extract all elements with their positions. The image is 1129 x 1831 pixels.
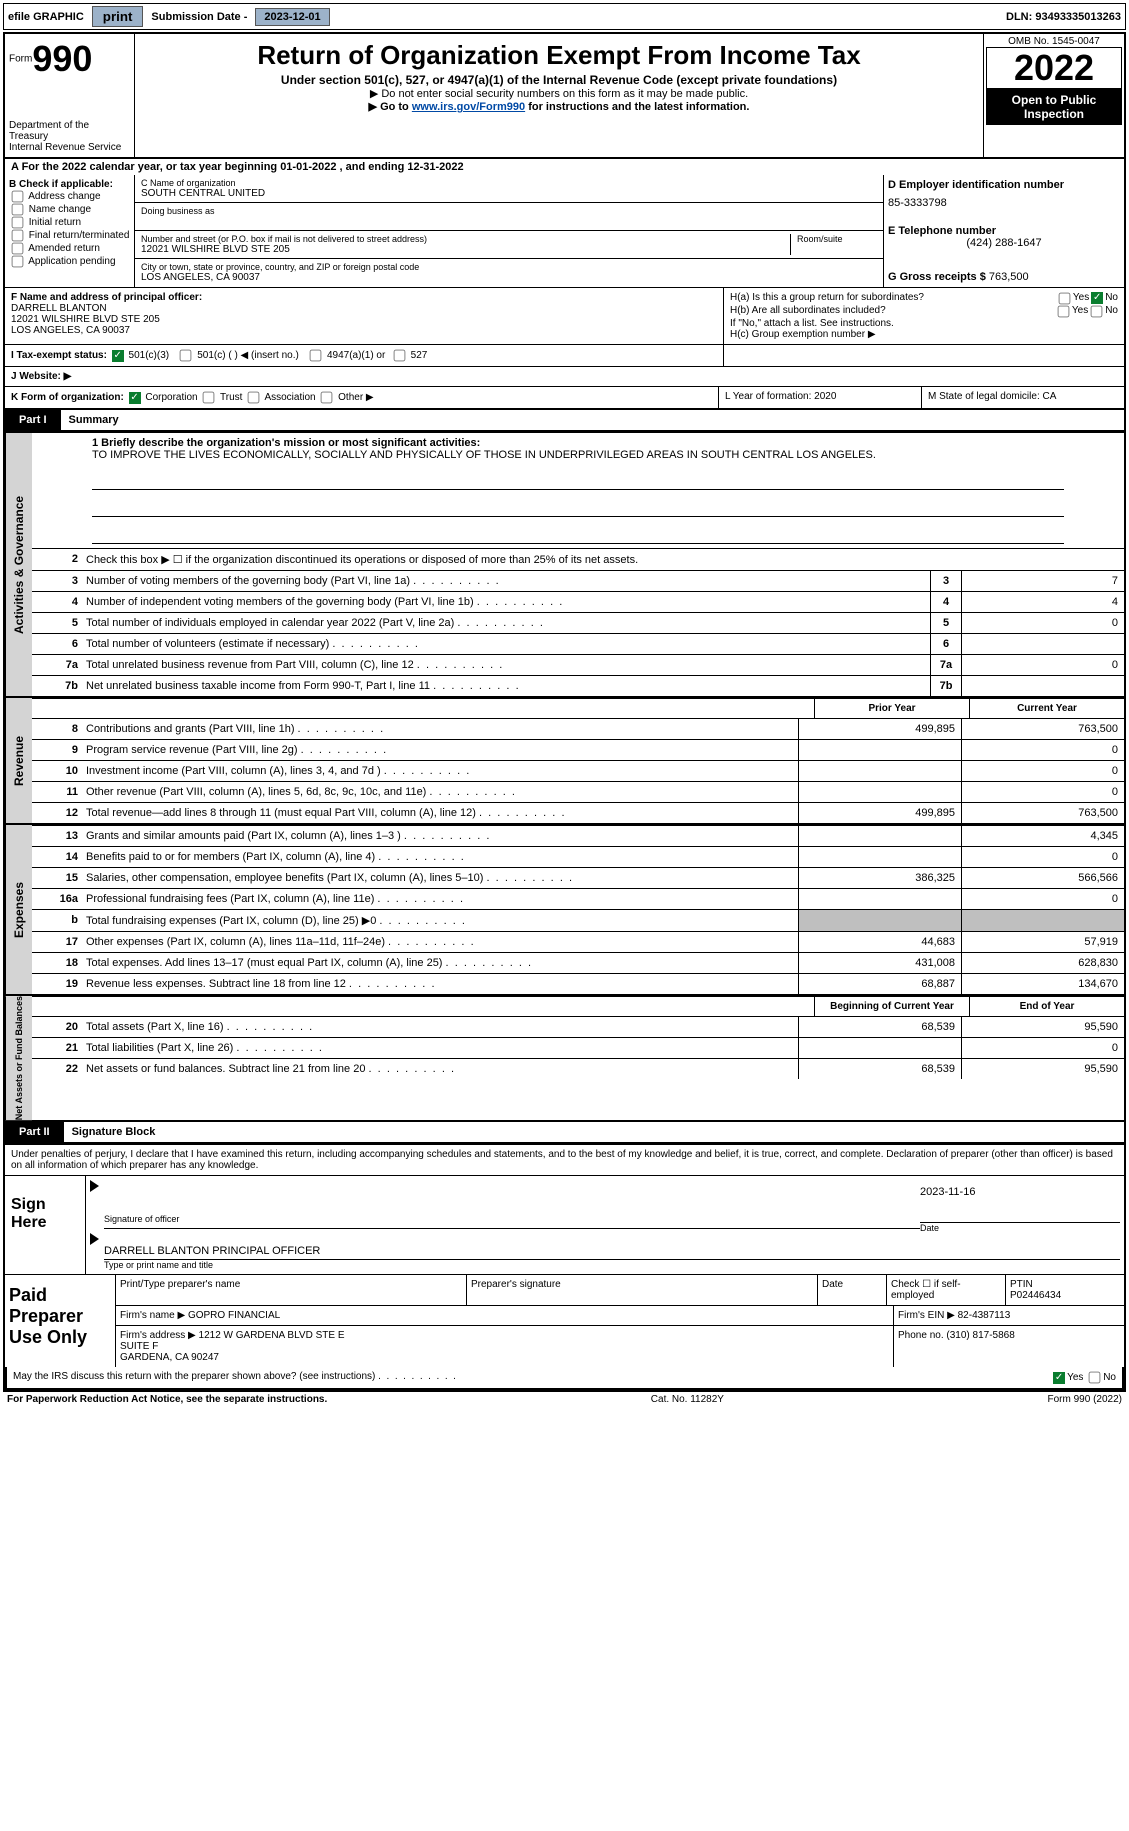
officer-name: DARRELL BLANTON PRINCIPAL OFFICER bbox=[104, 1245, 1120, 1260]
part2-label: Part II bbox=[5, 1122, 64, 1142]
side-activities: Activities & Governance bbox=[5, 433, 32, 696]
j-website: J Website: ▶ bbox=[5, 366, 1124, 386]
mission-text: TO IMPROVE THE LIVES ECONOMICALLY, SOCIA… bbox=[92, 449, 1116, 461]
firm-tel: (310) 817-5868 bbox=[946, 1330, 1014, 1341]
l-year: L Year of formation: 2020 bbox=[718, 387, 921, 408]
public-inspection: Open to Public Inspection bbox=[986, 89, 1122, 125]
org-name: SOUTH CENTRAL UNITED bbox=[141, 188, 877, 199]
top-toolbar: efile GRAPHIC print Submission Date - 20… bbox=[3, 3, 1126, 30]
sign-here-label: Sign Here bbox=[5, 1175, 85, 1274]
org-street: 12021 WILSHIRE BLVD STE 205 bbox=[141, 244, 790, 255]
ptin: P02446434 bbox=[1010, 1290, 1061, 1301]
cb-hb-no[interactable] bbox=[1091, 306, 1103, 318]
side-expenses: Expenses bbox=[5, 825, 32, 994]
a-line: A For the 2022 calendar year, or tax yea… bbox=[5, 159, 1124, 175]
cb-name-change[interactable] bbox=[12, 204, 24, 216]
firm-ein: 82-4387113 bbox=[958, 1310, 1011, 1321]
cb-501c[interactable] bbox=[180, 350, 192, 362]
telephone: (424) 288-1647 bbox=[888, 237, 1120, 249]
cb-trust[interactable] bbox=[203, 392, 215, 404]
side-revenue: Revenue bbox=[5, 698, 32, 823]
irs-link[interactable]: www.irs.gov/Form990 bbox=[412, 101, 525, 113]
dln: DLN: 93493335013263 bbox=[1006, 11, 1121, 23]
cb-amended[interactable] bbox=[12, 243, 24, 255]
cb-other[interactable] bbox=[321, 392, 333, 404]
m-state: M State of legal domicile: CA bbox=[921, 387, 1124, 408]
paid-preparer-label: Paid Preparer Use Only bbox=[5, 1274, 115, 1367]
cb-final-return[interactable] bbox=[12, 230, 24, 242]
form-header: Form990 Department of the Treasury Inter… bbox=[3, 32, 1126, 159]
cb-discuss-yes: ✓ bbox=[1053, 1372, 1065, 1384]
submission-date-value: 2023-12-01 bbox=[255, 8, 329, 26]
submission-date-label: Submission Date - bbox=[151, 11, 247, 23]
ein: 85-3333798 bbox=[888, 197, 1120, 209]
perjury-text: Under penalties of perjury, I declare th… bbox=[5, 1145, 1124, 1175]
print-button[interactable]: print bbox=[92, 6, 144, 27]
cb-corp-checked: ✓ bbox=[129, 392, 141, 404]
cb-initial-return[interactable] bbox=[12, 217, 24, 229]
cb-ha-yes[interactable] bbox=[1059, 293, 1071, 305]
sig-date: 2023-11-16 bbox=[920, 1180, 1120, 1223]
efile-label: efile GRAPHIC bbox=[8, 11, 84, 23]
cb-discuss-no[interactable] bbox=[1089, 1372, 1101, 1384]
org-city: LOS ANGELES, CA 90037 bbox=[141, 272, 877, 283]
form-990-logo: 990 bbox=[32, 38, 92, 80]
gross-receipts: 763,500 bbox=[989, 271, 1029, 283]
cb-assoc[interactable] bbox=[248, 392, 260, 404]
cb-501c3-checked: ✓ bbox=[112, 350, 124, 362]
arrow-icon bbox=[90, 1180, 99, 1192]
form-title: Return of Organization Exempt From Incom… bbox=[139, 40, 979, 71]
cb-4947[interactable] bbox=[310, 350, 322, 362]
cb-app-pending[interactable] bbox=[12, 256, 24, 268]
arrow-icon bbox=[90, 1233, 99, 1245]
cb-ha-no-checked: ✓ bbox=[1091, 292, 1103, 304]
cb-hb-yes[interactable] bbox=[1058, 306, 1070, 318]
part1-label: Part I bbox=[5, 410, 61, 430]
cb-527[interactable] bbox=[394, 350, 406, 362]
side-net: Net Assets or Fund Balances bbox=[5, 996, 32, 1120]
cb-address-change[interactable] bbox=[12, 191, 24, 203]
firm-name: GOPRO FINANCIAL bbox=[188, 1310, 280, 1321]
tax-year: 2022 bbox=[986, 47, 1122, 89]
